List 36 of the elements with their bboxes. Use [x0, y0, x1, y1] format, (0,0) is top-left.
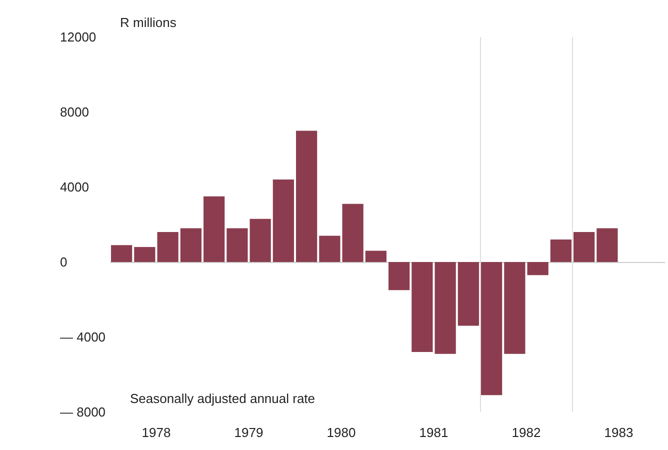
x-tick-label: 1979	[234, 425, 264, 440]
bar	[272, 180, 294, 262]
bar	[388, 262, 410, 290]
y-tick-label: 12000	[60, 30, 96, 44]
bar	[458, 262, 479, 326]
y-tick-label: 0	[60, 254, 68, 270]
x-tick-label: 1981	[419, 425, 448, 440]
bar	[226, 228, 248, 262]
bar	[574, 232, 595, 262]
bar	[434, 262, 456, 354]
bar	[550, 240, 572, 262]
y-axis-title: R millions	[120, 15, 177, 30]
bar	[180, 228, 202, 262]
bar	[527, 262, 548, 276]
y-tick-label: — 4000	[60, 330, 106, 344]
bar	[250, 218, 271, 262]
bar	[134, 247, 156, 262]
x-tick-label: 1980	[326, 425, 356, 440]
bar	[504, 262, 526, 354]
bar	[296, 130, 318, 262]
y-tick-label: — 8000	[60, 404, 106, 420]
bar	[157, 232, 178, 262]
x-tick-label: 1978	[142, 425, 171, 440]
x-tick-label: 1983	[604, 425, 634, 440]
bar	[204, 196, 225, 262]
bar	[342, 204, 364, 262]
bar	[481, 262, 502, 396]
bar	[596, 228, 618, 262]
y-tick-label: 4000	[60, 180, 89, 194]
x-tick-label: 1982	[512, 425, 541, 440]
y-tick-label: 8000	[60, 104, 89, 120]
annotation: Seasonally adjusted annual rate	[130, 391, 316, 406]
bar	[412, 262, 433, 352]
bar	[319, 236, 340, 262]
bar	[365, 250, 386, 262]
bar	[111, 245, 132, 262]
